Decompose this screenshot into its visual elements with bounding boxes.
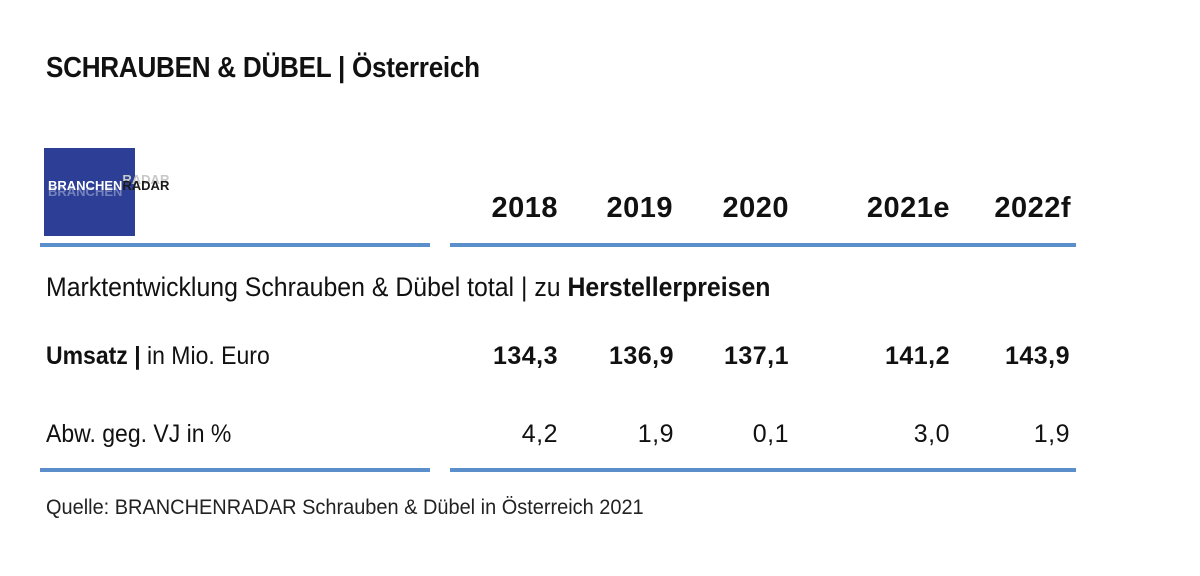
footer-rule-right — [450, 468, 1076, 472]
column-header-2021e: 2021e — [866, 192, 950, 224]
table-cell-abw-2022f: 1,9 — [1033, 420, 1070, 448]
column-header-2018: 2018 — [491, 192, 558, 224]
table-cell-umsatz-2022f: 143,9 — [1004, 342, 1070, 370]
table-cell-abw-2021e: 3,0 — [913, 420, 950, 448]
row-label-umsatz-bold: Umsatz | — [46, 342, 141, 370]
source-note: Quelle: BRANCHENRADAR Schrauben & Dübel … — [46, 496, 644, 519]
branchenradar-logo — [44, 148, 135, 236]
chart-title: SCHRAUBEN & DÜBEL | Österreich — [46, 52, 480, 85]
table-cell-abw-2018: 4,2 — [521, 420, 558, 448]
table-cell-umsatz-2019: 136,9 — [608, 342, 674, 370]
title-region: Österreich — [351, 52, 480, 84]
table-cell-umsatz-2018: 134,3 — [492, 342, 558, 370]
column-header-2020: 2020 — [722, 192, 789, 224]
title-separator: | — [337, 52, 345, 84]
table-subtitle: Marktentwicklung Schrauben & Dübel total… — [46, 272, 770, 303]
subtitle-bold: Herstellerpreisen — [567, 272, 771, 302]
header-rule-left — [40, 243, 430, 247]
table-cell-umsatz-2021e: 141,2 — [884, 342, 950, 370]
row-label-abweichung: Abw. geg. VJ in % — [46, 420, 231, 449]
subtitle-regular: Marktentwicklung Schrauben & Dübel total… — [46, 272, 568, 302]
column-header-2019: 2019 — [606, 192, 673, 224]
table-cell-abw-2019: 1,9 — [637, 420, 674, 448]
table-cell-umsatz-2020: 137,1 — [723, 342, 789, 370]
row-label-abweichung-regular: Abw. geg. VJ in % — [46, 420, 232, 448]
header-rule-right — [450, 243, 1076, 247]
row-label-umsatz-regular: in Mio. Euro — [140, 342, 270, 370]
title-main: SCHRAUBEN & DÜBEL — [46, 52, 331, 84]
footer-rule-left — [40, 468, 430, 472]
column-header-2022f: 2022f — [994, 192, 1071, 224]
logo-word-1: BRANCHEN — [48, 178, 123, 193]
logo-text: BRANCHENRADAR — [48, 178, 169, 193]
logo-word-2: RADAR — [122, 178, 170, 193]
table-cell-abw-2020: 0,1 — [752, 420, 789, 448]
row-label-umsatz: Umsatz | in Mio. Euro — [46, 342, 270, 371]
